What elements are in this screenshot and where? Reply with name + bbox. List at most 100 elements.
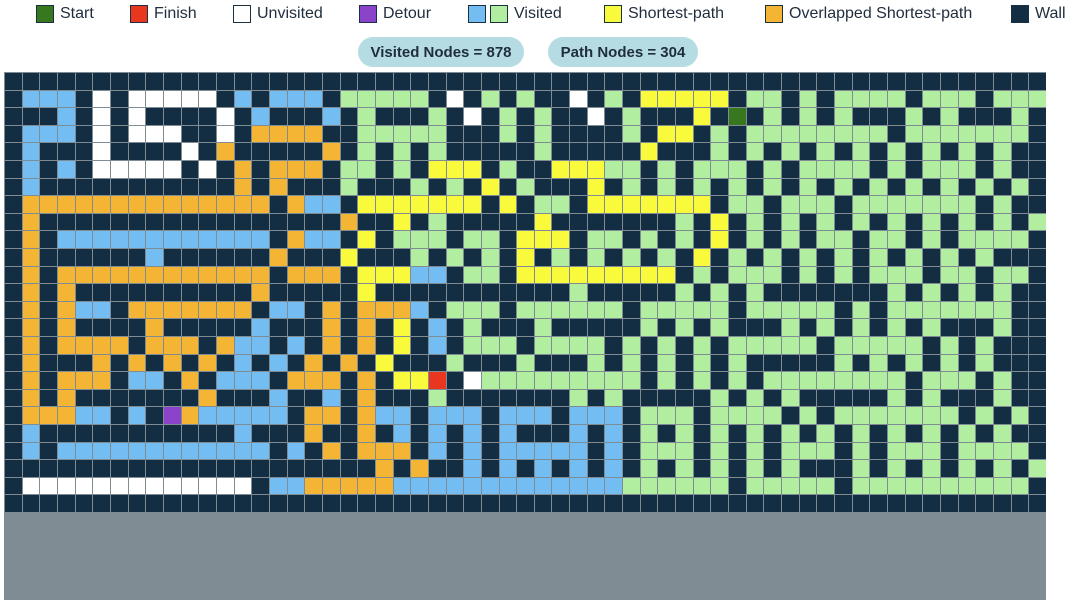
wall-cell[interactable] xyxy=(482,443,499,459)
wall-cell[interactable] xyxy=(694,73,710,90)
wall-cell[interactable] xyxy=(217,214,234,230)
wall-cell[interactable] xyxy=(217,249,234,266)
wall-cell[interactable] xyxy=(658,108,675,125)
wall-cell[interactable] xyxy=(517,337,534,354)
visited-green-cell[interactable] xyxy=(394,231,410,248)
wall-cell[interactable] xyxy=(394,249,410,266)
visited-green-cell[interactable] xyxy=(853,407,869,424)
wall-cell[interactable] xyxy=(711,196,728,213)
wall-cell[interactable] xyxy=(252,390,269,406)
visited-green-cell[interactable] xyxy=(464,302,481,318)
overlapped-path-cell[interactable] xyxy=(129,302,145,318)
visited-green-cell[interactable] xyxy=(535,319,551,336)
wall-cell[interactable] xyxy=(1029,302,1046,318)
overlapped-path-cell[interactable] xyxy=(376,302,393,318)
wall-cell[interactable] xyxy=(623,284,640,301)
wall-cell[interactable] xyxy=(341,425,357,442)
wall-cell[interactable] xyxy=(976,495,993,512)
overlapped-path-cell[interactable] xyxy=(146,319,163,336)
overlapped-path-cell[interactable] xyxy=(358,302,375,318)
wall-cell[interactable] xyxy=(676,267,693,283)
visited-green-cell[interactable] xyxy=(711,443,728,459)
wall-cell[interactable] xyxy=(658,73,675,90)
visited-green-cell[interactable] xyxy=(870,249,887,266)
wall-cell[interactable] xyxy=(1029,372,1046,389)
wall-cell[interactable] xyxy=(711,337,728,354)
visited-green-cell[interactable] xyxy=(711,143,728,160)
visited-green-cell[interactable] xyxy=(500,372,516,389)
visited-green-cell[interactable] xyxy=(623,179,640,195)
wall-cell[interactable] xyxy=(1029,267,1046,283)
shortest-path-cell[interactable] xyxy=(641,196,657,213)
wall-cell[interactable] xyxy=(764,284,781,301)
wall-cell[interactable] xyxy=(817,179,834,195)
unvisited-cell[interactable] xyxy=(447,91,463,107)
visited-blue-cell[interactable] xyxy=(305,91,322,107)
wall-cell[interactable] xyxy=(817,355,834,371)
wall-cell[interactable] xyxy=(923,73,940,90)
visited-green-cell[interactable] xyxy=(1012,407,1028,424)
overlapped-path-cell[interactable] xyxy=(252,126,269,142)
visited-green-cell[interactable] xyxy=(976,478,993,494)
visited-blue-cell[interactable] xyxy=(93,407,110,424)
wall-cell[interactable] xyxy=(623,390,640,406)
wall-cell[interactable] xyxy=(429,284,446,301)
wall-cell[interactable] xyxy=(800,425,816,442)
wall-cell[interactable] xyxy=(76,390,92,406)
wall-cell[interactable] xyxy=(252,161,269,178)
overlapped-path-cell[interactable] xyxy=(199,302,216,318)
visited-blue-cell[interactable] xyxy=(217,443,234,459)
wall-cell[interactable] xyxy=(623,302,640,318)
visited-green-cell[interactable] xyxy=(747,337,763,354)
wall-cell[interactable] xyxy=(129,249,145,266)
visited-blue-cell[interactable] xyxy=(217,407,234,424)
visited-green-cell[interactable] xyxy=(358,143,375,160)
visited-green-cell[interactable] xyxy=(747,126,763,142)
wall-cell[interactable] xyxy=(252,91,269,107)
visited-green-cell[interactable] xyxy=(906,407,922,424)
visited-green-cell[interactable] xyxy=(429,231,446,248)
visited-green-cell[interactable] xyxy=(888,425,905,442)
shortest-path-cell[interactable] xyxy=(517,231,534,248)
wall-cell[interactable] xyxy=(782,91,799,107)
overlapped-path-cell[interactable] xyxy=(288,231,304,248)
visited-blue-cell[interactable] xyxy=(252,319,269,336)
visited-green-cell[interactable] xyxy=(853,337,869,354)
wall-cell[interactable] xyxy=(199,179,216,195)
unvisited-cell[interactable] xyxy=(588,108,604,125)
shortest-path-cell[interactable] xyxy=(658,91,675,107)
wall-cell[interactable] xyxy=(888,108,905,125)
wall-cell[interactable] xyxy=(694,126,710,142)
wall-cell[interactable] xyxy=(941,73,958,90)
wall-cell[interactable] xyxy=(323,161,340,178)
overlapped-path-cell[interactable] xyxy=(23,214,39,230)
wall-cell[interactable] xyxy=(623,443,640,459)
visited-green-cell[interactable] xyxy=(941,267,958,283)
wall-cell[interactable] xyxy=(288,407,304,424)
visited-blue-cell[interactable] xyxy=(146,249,163,266)
visited-blue-cell[interactable] xyxy=(464,407,481,424)
visited-green-cell[interactable] xyxy=(676,460,693,477)
wall-cell[interactable] xyxy=(941,214,958,230)
visited-green-cell[interactable] xyxy=(923,425,940,442)
wall-cell[interactable] xyxy=(164,372,181,389)
visited-blue-cell[interactable] xyxy=(605,407,622,424)
overlapped-path-cell[interactable] xyxy=(199,267,216,283)
visited-green-cell[interactable] xyxy=(994,91,1011,107)
shortest-path-cell[interactable] xyxy=(482,179,499,195)
wall-cell[interactable] xyxy=(641,355,657,371)
wall-cell[interactable] xyxy=(747,73,763,90)
visited-green-cell[interactable] xyxy=(1012,267,1028,283)
wall-cell[interactable] xyxy=(570,319,587,336)
visited-green-cell[interactable] xyxy=(782,337,799,354)
wall-cell[interactable] xyxy=(129,73,145,90)
wall-cell[interactable] xyxy=(270,284,287,301)
wall-cell[interactable] xyxy=(835,443,852,459)
overlapped-path-cell[interactable] xyxy=(23,231,39,248)
wall-cell[interactable] xyxy=(535,355,551,371)
visited-blue-cell[interactable] xyxy=(111,231,128,248)
overlapped-path-cell[interactable] xyxy=(111,267,128,283)
wall-cell[interactable] xyxy=(906,460,922,477)
wall-cell[interactable] xyxy=(288,495,304,512)
wall-cell[interactable] xyxy=(341,443,357,459)
